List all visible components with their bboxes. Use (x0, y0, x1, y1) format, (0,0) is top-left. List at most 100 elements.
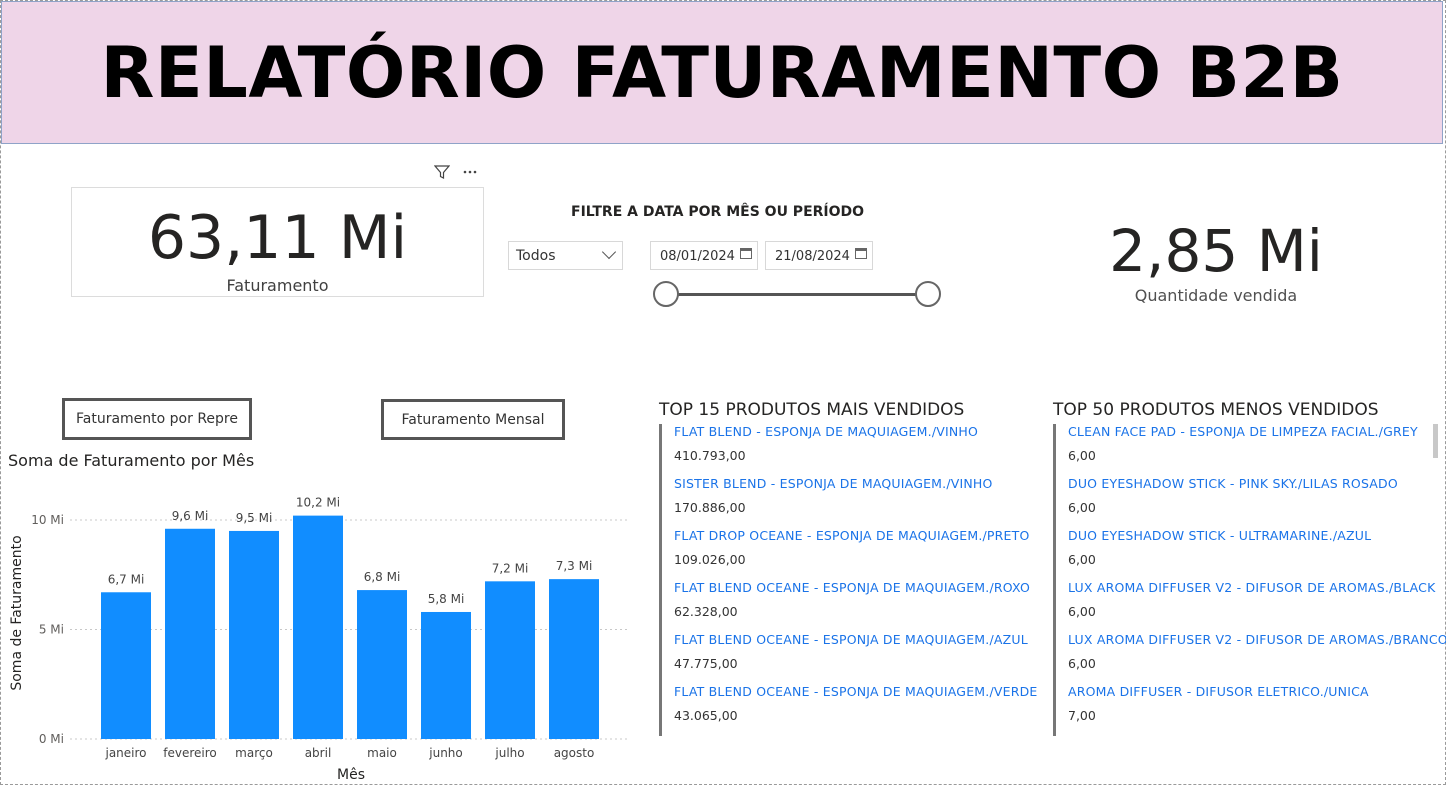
data-label: 6,7 Mi (108, 572, 145, 586)
start-date-input[interactable]: 08/01/2024 (650, 241, 758, 270)
visual-header-icons (433, 164, 478, 184)
quantity-label: Quantidade vendida (1134, 286, 1298, 305)
product-name-link[interactable]: LUX AROMA DIFFUSER V2 - DIFUSOR DE AROMA… (1068, 580, 1436, 595)
bar-fevereiro[interactable] (165, 528, 215, 739)
x-tick-label: maio (367, 746, 397, 760)
product-quantity: 43.065,00 (674, 708, 738, 723)
list-item[interactable]: FLAT BLEND OCEANE - ESPONJA DE MAQUIAGEM… (659, 580, 1049, 632)
product-name-link[interactable]: AROMA DIFFUSER - DIFUSOR ELETRICO./UNICA (1068, 684, 1369, 699)
y-axis-title: Soma de Faturamento (9, 535, 25, 690)
product-name-link[interactable]: FLAT BLEND OCEANE - ESPONJA DE MAQUIAGEM… (674, 684, 1038, 699)
list-item[interactable]: FLAT DROP OCEANE - ESPONJA DE MAQUIAGEM.… (659, 528, 1049, 580)
data-label: 9,5 Mi (236, 511, 273, 525)
product-quantity: 410.793,00 (674, 448, 746, 463)
x-tick-label: junho (428, 746, 463, 760)
list-item[interactable]: FLAT BLEND - ESPONJA DE MAQUIAGEM./VINHO… (659, 424, 1049, 476)
data-label: 7,3 Mi (556, 559, 593, 573)
monthly-revenue-button-label: Faturamento Mensal (401, 411, 545, 428)
product-name-link[interactable]: DUO EYESHADOW STICK - ULTRAMARINE./AZUL (1068, 528, 1372, 543)
list-item[interactable]: FLAT BLEND OCEANE - ESPONJA DE MAQUIAGEM… (659, 684, 1049, 736)
list-item[interactable]: CLEAN FACE PAD - ESPONJA DE LIMPEZA FACI… (1053, 424, 1443, 476)
product-quantity: 7,00 (1068, 708, 1096, 723)
y-tick-label: 10 Mi (31, 513, 64, 527)
product-name-link[interactable]: LUX AROMA DIFFUSER V2 - DIFUSOR DE AROMA… (1068, 632, 1446, 647)
scrollbar[interactable] (1433, 424, 1438, 458)
calendar-icon[interactable] (855, 248, 867, 259)
data-label: 5,8 Mi (428, 592, 465, 606)
y-tick-label: 0 Mi (39, 732, 64, 746)
bar-julho[interactable] (485, 581, 535, 739)
product-quantity: 6,00 (1068, 448, 1096, 463)
data-label: 7,2 Mi (492, 561, 529, 575)
header-banner: RELATÓRIO FATURAMENTO B2B (1, 1, 1443, 144)
bottom-products-list: CLEAN FACE PAD - ESPONJA DE LIMPEZA FACI… (1053, 424, 1446, 736)
x-tick-label: fevereiro (163, 746, 217, 760)
x-tick-label: agosto (554, 746, 595, 760)
list-item[interactable]: LUX AROMA DIFFUSER V2 - DIFUSOR DE AROMA… (1053, 632, 1446, 684)
calendar-icon[interactable] (740, 248, 752, 259)
y-tick-label: 5 Mi (39, 623, 64, 637)
quantity-card: 2,85 Mi Quantidade vendida (1080, 220, 1352, 305)
product-name-link[interactable]: DUO EYESHADOW STICK - PINK SKY./LILAS RO… (1068, 476, 1398, 491)
product-name-link[interactable]: FLAT BLEND OCEANE - ESPONJA DE MAQUIAGEM… (674, 580, 1030, 595)
revenue-by-rep-button-label: Faturamento por Repre (76, 411, 238, 427)
date-filter-title: FILTRE A DATA POR MÊS OU PERÍODO (571, 204, 865, 220)
bottom-products-title: TOP 50 PRODUTOS MENOS VENDIDOS (1053, 400, 1379, 420)
x-tick-label: julho (494, 746, 524, 760)
slider-end-handle[interactable] (915, 281, 941, 307)
filter-icon[interactable] (433, 164, 451, 184)
revenue-label: Faturamento (226, 276, 329, 295)
more-options-icon[interactable] (462, 164, 478, 184)
product-name-link[interactable]: FLAT BLEND OCEANE - ESPONJA DE MAQUIAGEM… (674, 632, 1028, 647)
data-label: 6,8 Mi (364, 570, 401, 584)
data-label: 9,6 Mi (172, 509, 209, 523)
x-tick-label: março (235, 746, 273, 760)
slider-start-handle[interactable] (653, 281, 679, 307)
x-tick-label: abril (305, 746, 332, 760)
product-quantity: 6,00 (1068, 500, 1096, 515)
list-item[interactable]: DUO EYESHADOW STICK - PINK SKY./LILAS RO… (1053, 476, 1443, 528)
revenue-bar-chart: 0 Mi 5 Mi 10 Mi 6,7 Mi janeiro 9,6 Mi feverei… (9, 496, 628, 783)
chevron-down-icon (601, 244, 617, 260)
bar-junho[interactable] (421, 611, 471, 739)
end-date-value: 21/08/2024 (775, 249, 850, 264)
revenue-by-rep-button[interactable]: Faturamento por Repre (62, 398, 252, 440)
product-quantity: 170.886,00 (674, 500, 746, 515)
list-item[interactable]: AROMA DIFFUSER - DIFUSOR ELETRICO./UNICA… (1053, 684, 1443, 736)
top-products-list: FLAT BLEND - ESPONJA DE MAQUIAGEM./VINHO… (659, 424, 1049, 736)
product-quantity: 6,00 (1068, 552, 1096, 567)
period-dropdown-value: Todos (516, 248, 556, 264)
product-quantity: 47.775,00 (674, 656, 738, 671)
revenue-value: 63,11 Mi (147, 203, 408, 273)
product-name-link[interactable]: CLEAN FACE PAD - ESPONJA DE LIMPEZA FACI… (1068, 424, 1418, 439)
data-label: 10,2 Mi (296, 496, 340, 510)
product-quantity: 6,00 (1068, 656, 1096, 671)
bar-abril[interactable] (293, 515, 343, 739)
product-quantity: 62.328,00 (674, 604, 738, 619)
x-tick-label: janeiro (104, 746, 146, 760)
bar-março[interactable] (229, 530, 279, 739)
list-item[interactable]: LUX AROMA DIFFUSER V2 - DIFUSOR DE AROMA… (1053, 580, 1443, 632)
quantity-value: 2,85 Mi (1109, 217, 1323, 285)
revenue-card[interactable]: 63,11 Mi Faturamento (71, 187, 484, 297)
list-item[interactable]: FLAT BLEND OCEANE - ESPONJA DE MAQUIAGEM… (659, 632, 1049, 684)
page-title: RELATÓRIO FATURAMENTO B2B (100, 31, 1344, 114)
bar-agosto[interactable] (549, 579, 599, 739)
start-date-value: 08/01/2024 (660, 249, 735, 264)
period-dropdown[interactable]: Todos (508, 241, 623, 270)
date-range-slider[interactable] (666, 293, 928, 296)
bar-maio[interactable] (357, 590, 407, 739)
chart-title: Soma de Faturamento por Mês (8, 451, 255, 470)
end-date-input[interactable]: 21/08/2024 (765, 241, 873, 270)
bar-janeiro[interactable] (101, 592, 151, 739)
list-item[interactable]: SISTER BLEND - ESPONJA DE MAQUIAGEM./VIN… (659, 476, 1049, 528)
list-item[interactable]: DUO EYESHADOW STICK - ULTRAMARINE./AZUL 6… (1053, 528, 1443, 580)
x-axis-title: Mês (337, 767, 365, 783)
product-quantity: 6,00 (1068, 604, 1096, 619)
product-name-link[interactable]: FLAT BLEND - ESPONJA DE MAQUIAGEM./VINHO (674, 424, 979, 439)
monthly-revenue-button[interactable]: Faturamento Mensal (381, 399, 565, 440)
product-name-link[interactable]: FLAT DROP OCEANE - ESPONJA DE MAQUIAGEM.… (674, 528, 1030, 543)
top-products-title: TOP 15 PRODUTOS MAIS VENDIDOS (659, 400, 965, 420)
product-name-link[interactable]: SISTER BLEND - ESPONJA DE MAQUIAGEM./VIN… (674, 476, 993, 491)
product-quantity: 109.026,00 (674, 552, 746, 567)
